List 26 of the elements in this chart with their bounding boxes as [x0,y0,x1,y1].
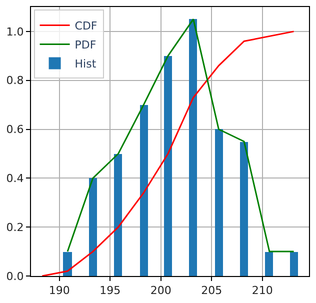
bar [215,129,223,276]
x-tick-label: 200 [150,284,172,298]
y-tick-label: 0.4 [6,172,24,186]
legend-label: PDF [74,38,96,52]
y-tick-label: 1.0 [6,25,24,38]
y-tick-label: 0.2 [6,220,24,234]
x-tick-label: 205 [201,284,222,298]
bar [63,252,72,276]
line-series [66,18,295,252]
bar [140,105,148,276]
x-tick-label: 190 [48,284,70,298]
bar [164,56,172,276]
bar [89,178,97,276]
legend-label: CDF [74,19,98,32]
y-tick-label: 0.8 [6,74,24,88]
bar [114,154,122,276]
y-tick-label: 0.0 [6,270,24,283]
x-tick-label: 195 [100,284,121,298]
y-tick-label: 0.6 [6,123,24,136]
legend-label: Hist [74,57,97,70]
bar [240,142,248,276]
bar [189,19,197,276]
bar [290,252,298,276]
x-tick-label: 210 [252,284,273,298]
bar [265,252,273,276]
line-series [41,30,295,276]
